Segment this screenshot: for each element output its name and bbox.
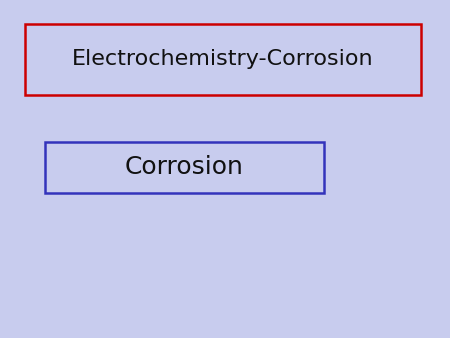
- Text: Electrochemistry-Corrosion: Electrochemistry-Corrosion: [72, 49, 373, 69]
- Text: Corrosion: Corrosion: [125, 155, 244, 179]
- FancyBboxPatch shape: [45, 142, 324, 193]
- FancyBboxPatch shape: [25, 24, 421, 95]
